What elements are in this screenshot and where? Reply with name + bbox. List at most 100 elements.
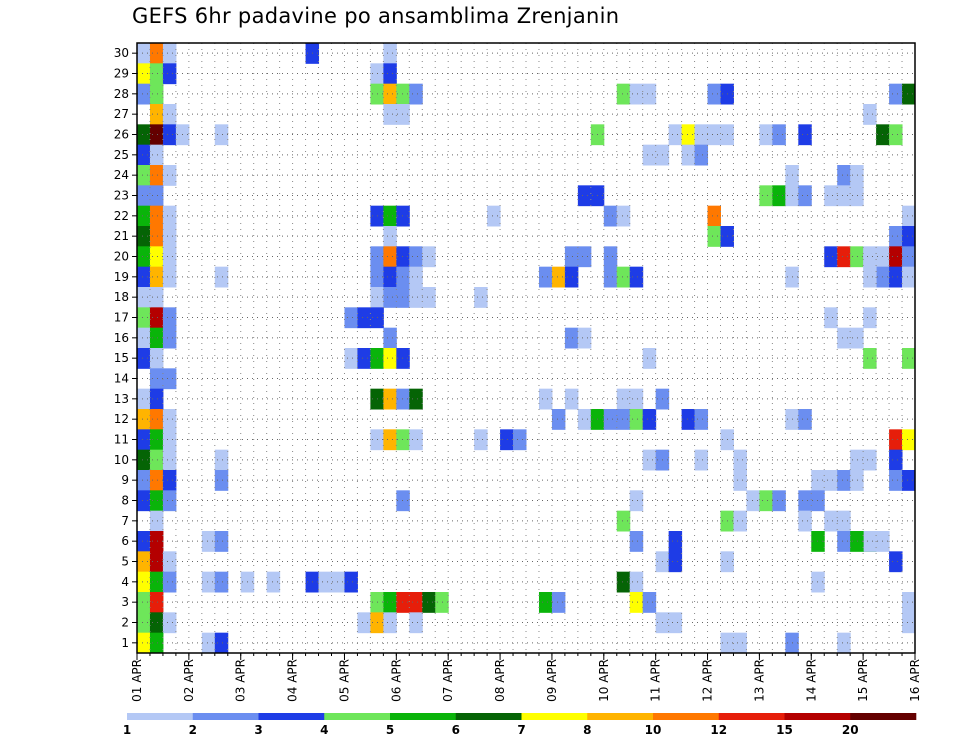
heatmap-cell xyxy=(733,449,747,471)
colorbar-label: 1 xyxy=(123,723,131,737)
heatmap-cell xyxy=(577,246,592,268)
heatmap-cell xyxy=(383,205,397,227)
heatmap-cell xyxy=(137,43,151,64)
heatmap-cell xyxy=(811,571,825,593)
heatmap-cell xyxy=(824,307,838,329)
heatmap-cell xyxy=(850,165,864,186)
heatmap-cell xyxy=(577,409,592,430)
x-tick-label: 07 APR xyxy=(441,659,455,702)
heatmap-cell xyxy=(759,490,773,512)
heatmap-cell xyxy=(629,83,644,105)
x-tick-label: 08 APR xyxy=(493,659,507,702)
heatmap-cell xyxy=(396,490,410,512)
y-tick-label: 11 xyxy=(114,433,129,447)
heatmap-cell xyxy=(772,490,786,512)
heatmap-cell xyxy=(629,531,644,552)
heatmap-cell xyxy=(214,470,229,491)
heatmap-cell xyxy=(162,470,177,491)
heatmap-cell xyxy=(383,266,397,288)
heatmap-cell xyxy=(162,63,177,85)
y-tick-label: 30 xyxy=(114,46,129,60)
heatmap-cell xyxy=(137,83,151,105)
x-tick-label: 13 APR xyxy=(752,659,766,702)
y-tick-label: 29 xyxy=(114,67,129,81)
heatmap-cell xyxy=(137,266,151,288)
heatmap-cell xyxy=(162,266,177,288)
heatmap-cell xyxy=(902,429,916,451)
heatmap-cell xyxy=(137,348,151,369)
heatmap-cell xyxy=(162,490,177,512)
heatmap-cell xyxy=(396,388,410,410)
x-tick-label: 16 APR xyxy=(908,659,922,702)
heatmap-cell xyxy=(902,246,916,268)
heatmap-cell xyxy=(201,531,216,552)
heatmap-cell xyxy=(889,124,903,146)
heatmap-cell xyxy=(629,490,644,512)
heatmap-cell xyxy=(577,327,592,349)
heatmap-cell xyxy=(162,368,177,390)
colorbar-swatch xyxy=(455,713,522,720)
heatmap-cell xyxy=(850,470,864,491)
y-tick-label: 8 xyxy=(121,494,129,508)
heatmap-cell xyxy=(396,592,410,613)
heatmap-cell xyxy=(772,185,786,207)
heatmap-cell xyxy=(798,185,812,207)
heatmap-cell xyxy=(603,409,618,430)
colorbar-swatch xyxy=(653,713,720,720)
heatmap-cell xyxy=(149,612,164,634)
heatmap-cell xyxy=(383,348,397,369)
heatmap-cell xyxy=(889,226,903,247)
y-tick-label: 5 xyxy=(121,555,129,569)
colorbar-label: 7 xyxy=(517,723,525,737)
heatmap-cell xyxy=(149,246,164,268)
heatmap-cell xyxy=(137,551,151,573)
heatmap-cell xyxy=(889,266,903,288)
heatmap-cell xyxy=(902,226,916,247)
heatmap-cell xyxy=(564,246,579,268)
heatmap-cell xyxy=(837,246,851,268)
heatmap-cell xyxy=(564,388,579,410)
heatmap-cell xyxy=(383,429,397,451)
heatmap-cell xyxy=(889,246,903,268)
y-tick-label: 26 xyxy=(114,128,129,142)
heatmap-cell xyxy=(603,205,618,227)
colorbar-swatch xyxy=(127,713,194,720)
heatmap-cell xyxy=(668,124,683,146)
heatmap-cell xyxy=(863,246,877,268)
heatmap-cell xyxy=(149,592,164,613)
heatmap-cell xyxy=(383,327,397,349)
heatmap-cell xyxy=(318,571,332,593)
y-tick-label: 7 xyxy=(121,514,129,528)
heatmap-cell xyxy=(902,592,916,613)
heatmap-cell xyxy=(162,124,177,146)
heatmap-cell xyxy=(707,226,721,247)
heatmap-cell xyxy=(409,246,423,268)
heatmap-cell xyxy=(564,327,579,349)
heatmap-cell xyxy=(149,409,164,430)
heatmap-cell xyxy=(772,124,786,146)
heatmap-cell xyxy=(149,124,164,146)
heatmap-cell xyxy=(137,246,151,268)
heatmap-cell xyxy=(616,266,631,288)
x-tick-label: 06 APR xyxy=(389,659,403,702)
heatmap-cell xyxy=(902,470,916,491)
heatmap-cell xyxy=(837,510,851,532)
heatmap-cell xyxy=(383,226,397,247)
y-tick-label: 13 xyxy=(114,392,129,406)
heatmap-cell xyxy=(850,246,864,268)
heatmap-cell xyxy=(629,571,644,593)
heatmap-cell xyxy=(149,470,164,491)
heatmap-cell xyxy=(577,185,592,207)
heatmap-cell xyxy=(694,124,709,146)
heatmap-cell xyxy=(383,63,397,85)
chart-title: GEFS 6hr padavine po ansamblima Zrenjani… xyxy=(132,4,620,28)
heatmap-cell xyxy=(162,571,177,593)
heatmap-cell xyxy=(733,510,747,532)
heatmap-cell xyxy=(616,205,631,227)
heatmap-cell xyxy=(396,266,410,288)
heatmap-cell xyxy=(396,104,410,125)
heatmap-cell xyxy=(149,185,164,207)
colorbar-swatch xyxy=(258,713,325,720)
heatmap-cell xyxy=(137,571,151,593)
heatmap-cell xyxy=(850,531,864,552)
